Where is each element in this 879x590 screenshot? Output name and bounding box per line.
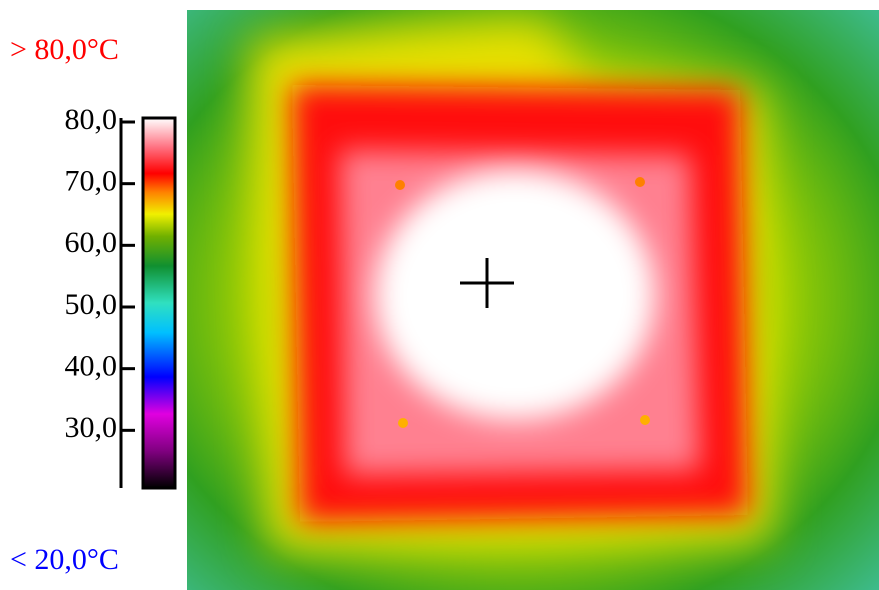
tick-label: 70,0	[65, 165, 118, 198]
page: {"over_label": {"text": "> 80,0°C", "col…	[0, 0, 879, 590]
tick-label: 60,0	[65, 226, 118, 259]
tick-label: 40,0	[65, 350, 118, 383]
under-range-label: < 20,0°C	[10, 543, 119, 576]
over-range-label: > 80,0°C	[10, 33, 119, 66]
thermal-image	[187, 10, 879, 590]
tick-label: 80,0	[65, 103, 118, 136]
color-scale	[143, 118, 175, 488]
tick-label: 30,0	[65, 411, 118, 444]
thermal-view: > 80,0°C < 20,0°C 80,0 70,0 60,0 50,0 40,0 30…	[0, 0, 879, 590]
tick-label: 50,0	[65, 288, 118, 321]
